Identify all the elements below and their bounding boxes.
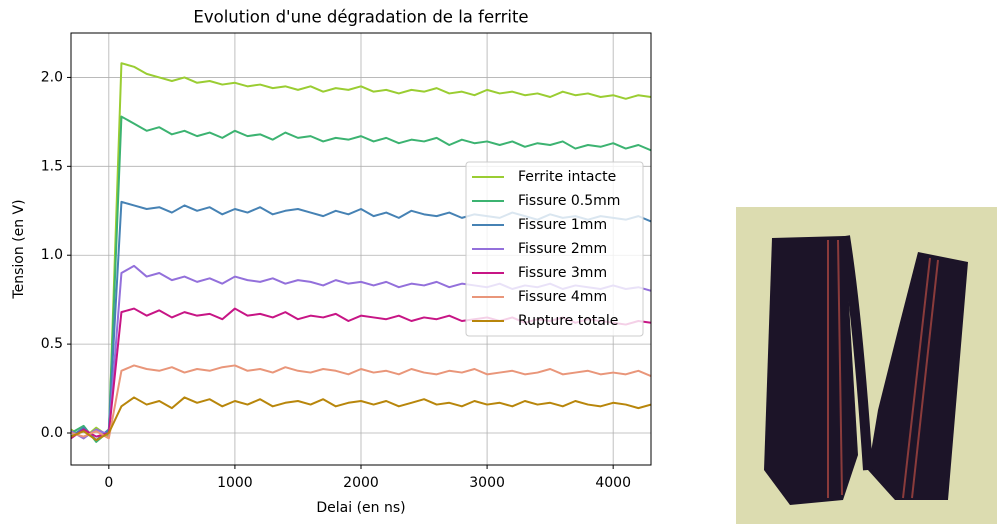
- x-tick-label: 4000: [595, 475, 631, 491]
- wire: [837, 239, 843, 496]
- ferrite-right: [868, 252, 968, 500]
- legend-label: Fissure 0.5mm: [518, 193, 620, 209]
- x-axis-label: Delai (en ns): [316, 500, 405, 516]
- chart-title: Evolution d'une dégradation de la ferrit…: [193, 8, 528, 27]
- axes-frame: [70, 32, 652, 466]
- legend-label: Rupture totale: [518, 313, 618, 329]
- y-tick-label: 1.0: [41, 247, 63, 263]
- data-line: [71, 364, 651, 440]
- wire: [911, 259, 939, 499]
- sample-photo: [736, 207, 997, 524]
- legend-label: Fissure 3mm: [518, 265, 607, 281]
- legend-label: Fissure 1mm: [518, 217, 607, 233]
- y-axis-label: Tension (en V): [11, 199, 27, 299]
- y-tick-label: 2.0: [41, 69, 63, 85]
- data-line: [71, 62, 651, 440]
- x-tick-label: 2000: [343, 475, 379, 491]
- y-tick-label: 1.5: [41, 158, 63, 174]
- y-tick-label: 0.0: [41, 425, 63, 441]
- x-tick-label: 0: [104, 475, 113, 491]
- legend: Ferrite intacte Fissure 0.5mm Fissure 1mm F…: [465, 161, 644, 337]
- legend-label: Fissure 4mm: [518, 289, 607, 305]
- data-line: [71, 396, 651, 442]
- wire: [902, 257, 931, 499]
- x-tick-label: 3000: [469, 475, 505, 491]
- plot-area: 0.0 0.5 1.0 1.5 2.0 0 1000 2000 3000 4000 Ferrite …: [41, 32, 652, 491]
- x-tick-label: 1000: [217, 475, 253, 491]
- data-line: [71, 115, 651, 443]
- y-tick-label: 0.5: [41, 336, 63, 352]
- legend-label: Fissure 2mm: [518, 241, 607, 257]
- legend-box: [465, 161, 644, 337]
- crack-debris: [840, 235, 873, 471]
- ferrite-left: [764, 236, 858, 505]
- legend-label: Ferrite intacte: [518, 169, 616, 185]
